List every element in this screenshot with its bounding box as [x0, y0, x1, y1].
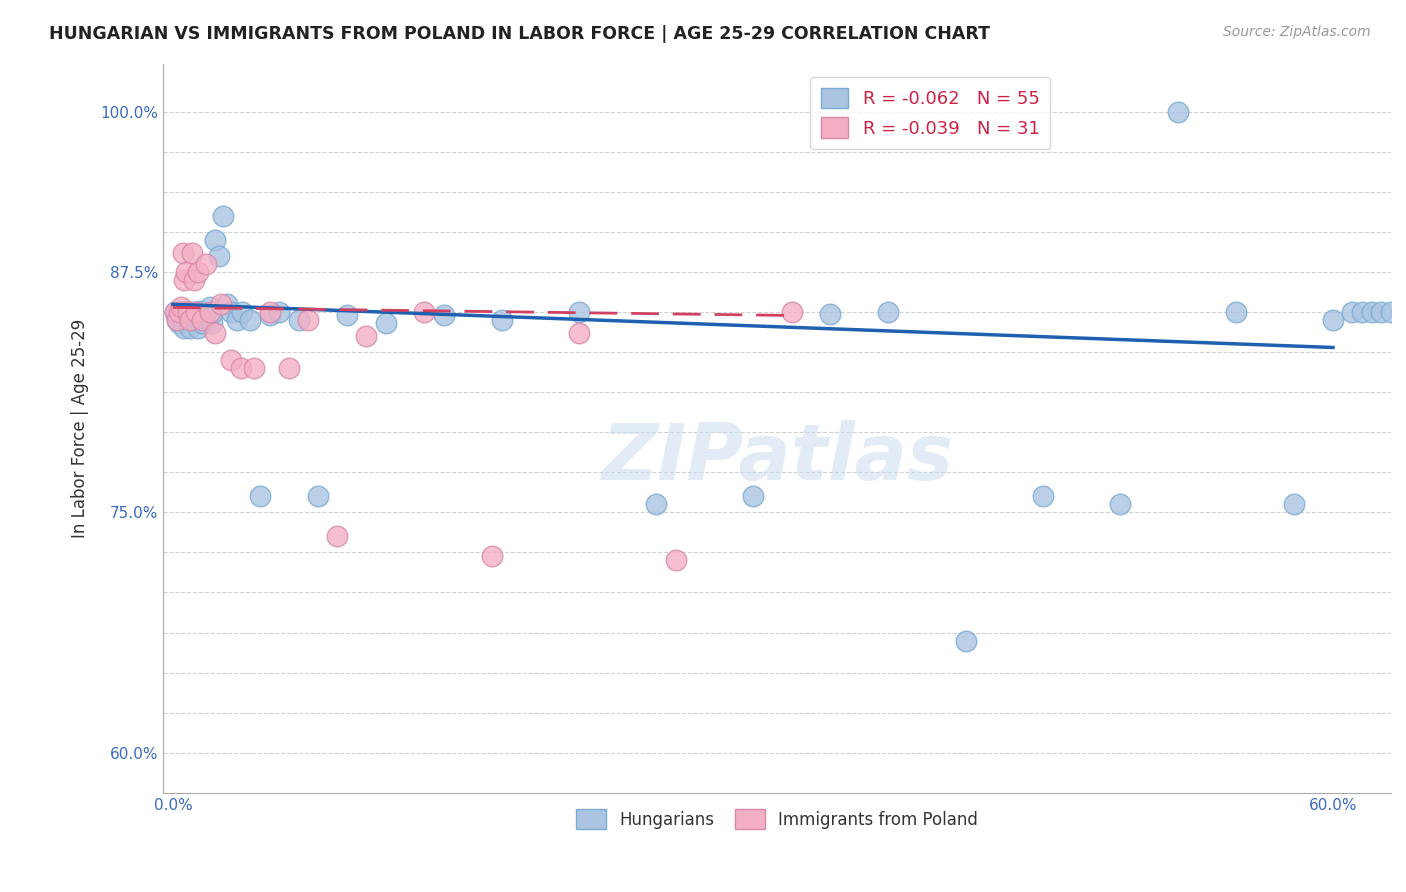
Point — [212, 209, 235, 223]
Point — [665, 553, 688, 567]
Point — [166, 313, 188, 327]
Point — [1109, 497, 1132, 511]
Point — [1322, 313, 1344, 327]
Legend: Hungarians, Immigrants from Poland: Hungarians, Immigrants from Poland — [569, 803, 984, 835]
Point — [491, 313, 513, 327]
Point — [780, 305, 803, 319]
Point — [269, 305, 291, 319]
Point — [820, 307, 842, 321]
Point — [481, 549, 503, 563]
Point — [172, 313, 194, 327]
Point — [1351, 305, 1374, 319]
Point — [183, 273, 205, 287]
Point — [354, 329, 377, 343]
Point — [183, 305, 205, 319]
Point — [287, 313, 309, 327]
Point — [1284, 497, 1306, 511]
Point — [219, 353, 242, 368]
Point — [173, 321, 195, 335]
Point — [204, 233, 226, 247]
Point — [200, 317, 222, 331]
Point — [307, 490, 329, 504]
Text: Source: ZipAtlas.com: Source: ZipAtlas.com — [1223, 25, 1371, 39]
Point — [187, 265, 209, 279]
Point — [167, 317, 190, 331]
Point — [198, 305, 221, 319]
Point — [184, 313, 207, 327]
Point — [326, 529, 349, 543]
Point — [193, 310, 215, 324]
Point — [1032, 490, 1054, 504]
Point — [194, 305, 217, 319]
Point — [277, 361, 299, 376]
Point — [231, 305, 253, 319]
Point — [197, 313, 219, 327]
Point — [645, 497, 668, 511]
Point — [1341, 305, 1364, 319]
Point — [181, 310, 204, 324]
Point — [176, 303, 198, 318]
Point — [176, 265, 198, 279]
Point — [1369, 305, 1392, 319]
Point — [172, 246, 194, 260]
Point — [198, 301, 221, 315]
Point — [208, 249, 231, 263]
Point — [225, 313, 247, 327]
Point — [173, 273, 195, 287]
Point — [194, 257, 217, 271]
Point — [1167, 105, 1189, 120]
Point — [336, 309, 359, 323]
Point — [742, 490, 765, 504]
Point — [568, 305, 591, 319]
Point — [202, 305, 225, 319]
Point — [181, 246, 204, 260]
Point — [179, 313, 201, 327]
Point — [239, 313, 262, 327]
Point — [169, 301, 191, 315]
Point — [1379, 305, 1402, 319]
Point — [374, 317, 396, 331]
Text: HUNGARIAN VS IMMIGRANTS FROM POLAND IN LABOR FORCE | AGE 25-29 CORRELATION CHART: HUNGARIAN VS IMMIGRANTS FROM POLAND IN L… — [49, 25, 990, 43]
Y-axis label: In Labor Force | Age 25-29: In Labor Force | Age 25-29 — [72, 318, 89, 538]
Point — [568, 326, 591, 340]
Point — [184, 305, 207, 319]
Point — [166, 313, 188, 327]
Point — [209, 297, 232, 311]
Point — [177, 313, 200, 327]
Point — [955, 633, 977, 648]
Point — [432, 309, 454, 323]
Point — [187, 321, 209, 335]
Point — [877, 305, 900, 319]
Point — [215, 297, 238, 311]
Point — [188, 303, 211, 318]
Point — [229, 361, 252, 376]
Point — [1225, 305, 1247, 319]
Point — [191, 313, 214, 327]
Point — [163, 305, 186, 319]
Point — [179, 321, 201, 335]
Text: ZIPatlas: ZIPatlas — [600, 419, 953, 495]
Point — [249, 490, 271, 504]
Point — [259, 309, 281, 323]
Point — [204, 326, 226, 340]
Point — [413, 305, 436, 319]
Point — [177, 305, 200, 319]
Point — [191, 317, 214, 331]
Point — [169, 305, 191, 319]
Point — [243, 361, 266, 376]
Point — [167, 305, 190, 319]
Point — [259, 305, 281, 319]
Point — [1361, 305, 1384, 319]
Point — [219, 305, 242, 319]
Point — [163, 305, 186, 319]
Point — [297, 313, 319, 327]
